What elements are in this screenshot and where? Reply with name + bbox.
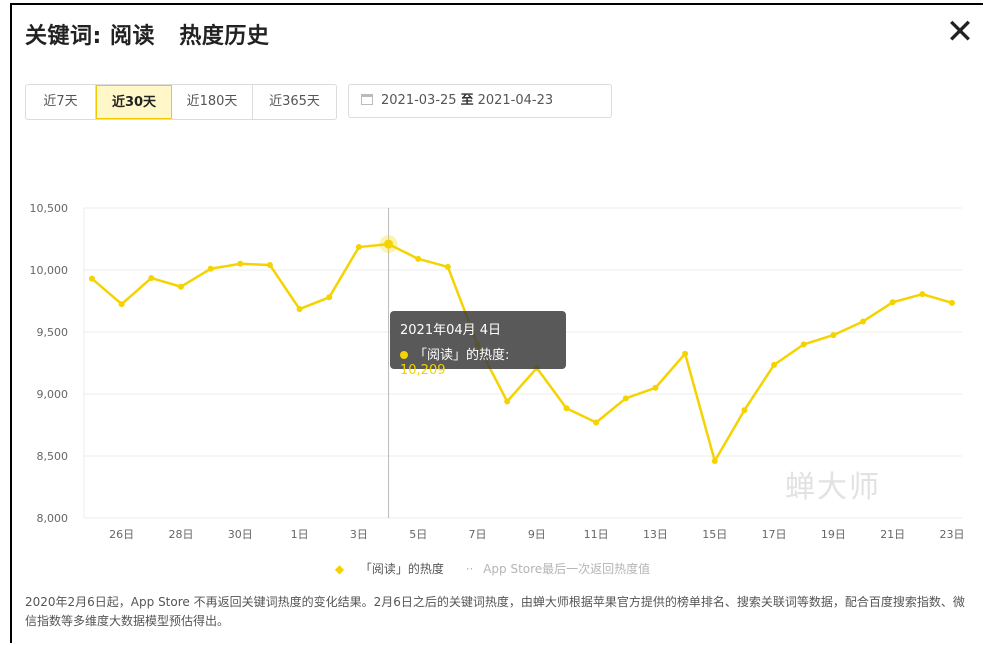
x-tick-label: 19日 <box>821 528 846 541</box>
watermark-logo: 蝉大师 <box>785 462 881 506</box>
data-point[interactable] <box>148 275 155 282</box>
range-365-days-button[interactable]: 近365天 <box>269 94 320 109</box>
x-tick-label: 21日 <box>880 528 905 541</box>
data-point[interactable] <box>830 332 837 339</box>
legend-series-label: 「阅读」的热度 <box>359 562 444 576</box>
data-point[interactable] <box>593 419 600 426</box>
y-tick-label: 8,500 <box>37 450 69 463</box>
data-point[interactable] <box>89 275 95 282</box>
x-tick-label: 1日 <box>291 528 309 541</box>
data-point[interactable] <box>266 262 273 269</box>
data-point[interactable] <box>682 350 689 357</box>
data-point[interactable] <box>177 283 184 290</box>
x-tick-label: 13日 <box>643 528 668 541</box>
x-tick-label: 26日 <box>109 528 134 541</box>
y-tick-label: 9,000 <box>37 388 69 401</box>
data-point[interactable] <box>207 265 214 272</box>
close-icon[interactable]: ✕ <box>945 12 975 52</box>
legend-item-series[interactable]: ◆ 「阅读」的热度 <box>334 562 444 576</box>
x-tick-label: 23日 <box>940 528 965 541</box>
data-point[interactable] <box>326 294 333 301</box>
x-tick-label: 5日 <box>409 528 427 541</box>
y-tick-label: 9,500 <box>37 326 69 339</box>
series-points <box>89 235 955 464</box>
x-tick-label: 7日 <box>469 528 487 541</box>
data-point[interactable] <box>355 244 362 251</box>
date-range-picker[interactable]: 2021-03-25 至 2021-04-23 <box>348 84 612 118</box>
data-point[interactable] <box>711 457 718 464</box>
data-point[interactable] <box>444 263 451 270</box>
data-point[interactable] <box>949 299 955 306</box>
date-separator: 至 <box>460 93 474 108</box>
page-title: 关键词: 阅读 热度历史 <box>25 24 270 49</box>
x-tick-label: 30日 <box>228 528 253 541</box>
data-point[interactable] <box>296 306 303 313</box>
legend-secondary-label: App Store最后一次返回热度值 <box>483 562 651 576</box>
legend-item-secondary[interactable]: ·· App Store最后一次返回热度值 <box>465 562 651 576</box>
x-tick-label: 17日 <box>762 528 787 541</box>
data-point[interactable] <box>415 255 422 262</box>
tooltip-label: 「阅读」的热度: <box>414 348 510 363</box>
x-axis: 26日 28日 30日 1日 3日 5日 7日 9日 11日 13日 15日 17日 19日 21日 23日 <box>109 528 964 541</box>
x-tick-label: 15日 <box>702 528 727 541</box>
data-point[interactable] <box>860 318 867 325</box>
data-point[interactable] <box>919 291 926 298</box>
series-line <box>91 242 953 463</box>
data-point[interactable] <box>563 405 570 412</box>
data-point[interactable] <box>800 341 807 348</box>
data-point[interactable] <box>384 239 394 249</box>
line-chart: 8,000 8,500 9,000 9,500 10,000 10,500 26日 28日 3… <box>30 202 965 541</box>
data-point[interactable] <box>237 260 244 267</box>
chart-legend: ◆ 「阅读」的热度 ·· App Store最后一次返回热度值 <box>0 560 985 577</box>
chart-tooltip: 2021年04月 4日 「阅读」的热度: 10,209 <box>390 311 566 378</box>
tooltip-series-dot <box>400 351 408 359</box>
date-start: 2021-03-25 <box>381 93 457 108</box>
data-point[interactable] <box>771 361 778 368</box>
data-point[interactable] <box>741 407 748 414</box>
x-tick-label: 28日 <box>168 528 193 541</box>
x-tick-label: 3日 <box>350 528 368 541</box>
data-point[interactable] <box>889 299 896 306</box>
y-tick-label: 8,000 <box>37 512 69 525</box>
data-point[interactable] <box>652 384 659 391</box>
tooltip-value: 10,209 <box>400 363 446 378</box>
footnote: 2020年2月6日起，App Store 不再返回关键词热度的变化结果。2月6日… <box>25 595 965 628</box>
watermark-text: 蝉大师 <box>785 470 881 505</box>
y-tick-label: 10,500 <box>30 202 69 215</box>
calendar-icon <box>361 94 373 105</box>
range-30-days-button[interactable]: 近30天 <box>96 85 172 119</box>
data-point[interactable] <box>118 301 125 308</box>
data-point[interactable] <box>504 398 511 405</box>
y-tick-label: 10,000 <box>30 264 69 277</box>
data-point[interactable] <box>622 395 629 402</box>
date-end: 2021-04-23 <box>477 93 554 108</box>
range-7-days-button[interactable]: 近7天 <box>26 85 96 119</box>
range-180-days-button[interactable]: 近180天 <box>172 85 253 119</box>
x-tick-label: 11日 <box>584 528 609 541</box>
range-selector: 近7天 近30天 近180天 近365天 <box>25 84 337 120</box>
tooltip-date: 2021年04月 4日 <box>400 323 502 338</box>
x-tick-label: 9日 <box>528 528 546 541</box>
y-axis: 8,000 8,500 9,000 9,500 10,000 10,500 <box>30 202 69 525</box>
